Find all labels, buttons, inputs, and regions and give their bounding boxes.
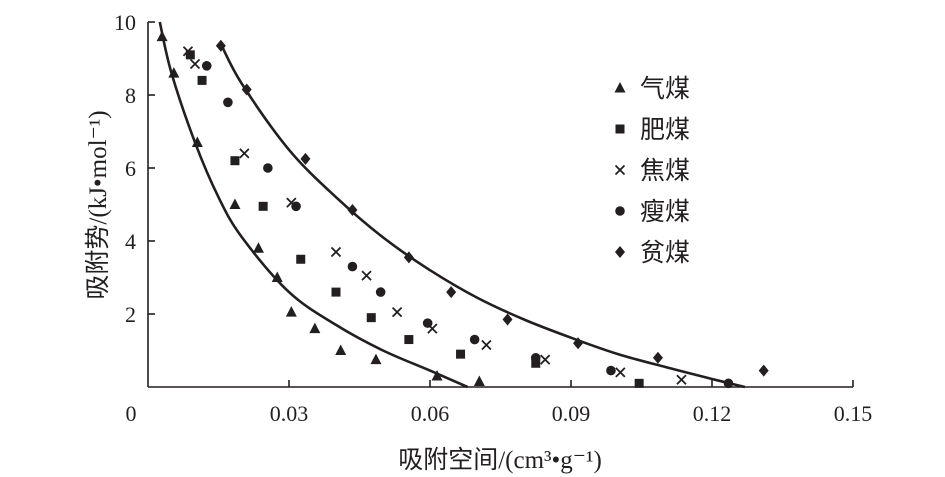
data-point-triangle: [156, 30, 168, 42]
y-tick-label: 8: [125, 83, 136, 108]
data-point-diamond: [758, 364, 769, 377]
data-point-diamond: [300, 152, 311, 165]
data-point-triangle: [431, 370, 443, 381]
data-point-triangle: [168, 67, 180, 78]
data-point-cross: [481, 339, 492, 351]
data-point-square: [230, 156, 240, 166]
data-point-triangle: [309, 322, 321, 334]
y-tick-label: 10: [114, 10, 136, 35]
data-point-triangle: [285, 306, 297, 317]
data-point-circle: [263, 163, 273, 173]
legend-label: 焦煤: [640, 157, 690, 185]
data-point-diamond: [502, 313, 513, 326]
y-tick-label: 4: [125, 229, 136, 254]
data-point-cross: [182, 46, 194, 57]
x-tick-label: 0.09: [552, 401, 591, 426]
data-point-square: [404, 335, 414, 345]
x-axis-title: 吸附空间/(cm³•g⁻¹): [398, 446, 602, 474]
envelope-curves: [158, 21, 746, 389]
data-point-triangle: [229, 198, 241, 209]
data-point-circle: [375, 287, 386, 297]
x-tick-label: 0.03: [270, 401, 309, 426]
x-tick-label: 0.06: [411, 401, 450, 426]
legend-marker-circle: [615, 206, 625, 216]
data-point-square: [296, 254, 306, 264]
data-point-circle: [530, 353, 541, 363]
data-point-square: [456, 349, 466, 359]
data-point-diamond: [652, 351, 663, 364]
x-tick-label: 0.15: [834, 401, 873, 426]
legend-marker-triangle: [614, 82, 626, 93]
data-point-cross: [239, 148, 250, 159]
envelope-curve: [158, 21, 469, 389]
legend-label: 气煤: [640, 75, 690, 103]
legend-marker-diamond: [615, 246, 625, 258]
data-point-cross: [676, 374, 687, 385]
data-point-circle: [422, 318, 433, 328]
data-point-square: [366, 313, 376, 323]
data-point-circle: [723, 378, 734, 389]
data-point-circle: [347, 261, 358, 272]
data-points: [156, 30, 769, 389]
envelope-curve: [219, 43, 746, 389]
data-point-diamond: [403, 251, 414, 264]
legend-marker-square: [615, 124, 625, 134]
data-point-square: [258, 201, 268, 211]
data-point-diamond: [446, 286, 457, 299]
legend-marker-cross: [614, 164, 626, 176]
plot-frame: [147, 22, 853, 388]
data-point-triangle: [370, 353, 382, 365]
x-tick-label: 0.12: [693, 401, 732, 426]
data-point-circle: [291, 201, 301, 212]
data-point-diamond: [241, 83, 252, 96]
legend-label: 贫煤: [640, 239, 690, 267]
data-point-diamond: [215, 39, 226, 52]
data-point-circle: [223, 97, 233, 108]
axis-ticks: 0 0.03 0.06 0.09 0.12 0.15 2 4 6 8 10: [114, 10, 872, 426]
data-point-circle: [201, 61, 212, 71]
data-point-square: [331, 287, 341, 297]
data-point-cross: [540, 354, 551, 365]
data-point-triangle: [271, 271, 283, 282]
data-point-triangle: [335, 344, 347, 355]
data-point-circle: [606, 365, 616, 376]
data-point-square: [634, 378, 644, 388]
y-axis-title: 吸附势/(kJ•mol⁻¹): [84, 110, 112, 299]
data-point-cross: [189, 58, 201, 70]
data-point-cross: [615, 367, 626, 378]
legend-label: 瘦煤: [640, 198, 690, 226]
legend-label: 肥煤: [640, 116, 690, 144]
data-point-square: [531, 358, 541, 368]
data-point-square: [185, 50, 195, 60]
data-point-triangle: [191, 136, 203, 147]
y-tick-label: 6: [125, 156, 136, 181]
data-point-circle: [469, 334, 480, 345]
data-point-cross: [330, 246, 342, 258]
data-point-square: [197, 75, 207, 85]
data-point-cross: [361, 270, 372, 281]
x-tick-label: 0: [126, 401, 137, 426]
y-tick-label: 2: [125, 302, 136, 327]
data-point-triangle: [473, 375, 485, 387]
data-point-triangle: [252, 242, 264, 253]
data-point-cross: [391, 307, 403, 318]
data-point-diamond: [347, 203, 358, 216]
data-point-diamond: [573, 337, 584, 350]
